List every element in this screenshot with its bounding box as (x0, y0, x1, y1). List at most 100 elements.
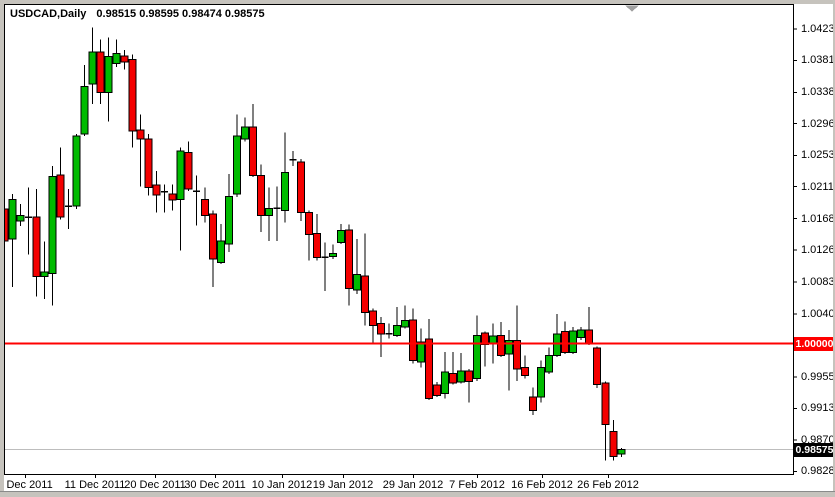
candlestick (112, 39, 121, 68)
time-tick-label: 26 Feb 2012 (577, 479, 639, 491)
candlestick (56, 147, 65, 220)
candlestick (577, 327, 586, 340)
candle-body (152, 184, 161, 196)
time-tick-label: 11 Dec 2011 (64, 479, 126, 491)
candle-body (168, 193, 177, 201)
candle-body (72, 135, 81, 207)
candlestick (569, 327, 578, 354)
candle-body (296, 161, 305, 214)
bid-price-tag: 0.98575 (794, 442, 835, 457)
price-tick-label: 1.01680 (801, 212, 835, 225)
candlestick (465, 368, 474, 403)
chart-title: USDCAD,Daily 0.98515 0.98595 0.98474 0.98… (10, 8, 265, 20)
price-tick-label: 1.03810 (801, 54, 835, 67)
candlestick (240, 117, 249, 142)
candlestick (40, 241, 49, 299)
candlestick (425, 319, 434, 401)
doji-body (65, 205, 73, 207)
time-tick-label: 19 Jan 2012 (312, 479, 374, 491)
doji-body (161, 191, 169, 193)
candlestick (529, 387, 538, 415)
candle-body (545, 354, 554, 373)
candlestick (208, 210, 217, 288)
candle-body (529, 396, 538, 411)
candlestick (360, 233, 369, 326)
candlestick (417, 328, 426, 368)
candle-body (497, 334, 506, 356)
window-border-bottom (0, 491, 835, 497)
candlestick (321, 242, 329, 291)
candlestick (128, 54, 137, 148)
candlestick (224, 174, 233, 253)
candle-body (56, 174, 65, 218)
candle-body (176, 150, 185, 200)
candlestick (553, 313, 562, 357)
candlestick (65, 188, 73, 230)
candlestick (296, 159, 305, 221)
candle-body (352, 273, 361, 291)
candle-body (409, 319, 418, 362)
candle-body (8, 198, 17, 240)
candle-body (304, 212, 313, 235)
time-axis[interactable]: 1 Dec 2011 11 Dec 2011 20 Dec 2011 30 Dec 2… (0, 476, 794, 491)
candlestick (617, 448, 626, 458)
candle-body (240, 126, 249, 140)
time-tick-label: 16 Feb 2012 (511, 479, 573, 491)
doji-body (289, 159, 297, 161)
candlestick (273, 186, 281, 241)
candlestick (16, 203, 25, 227)
candle-body (208, 213, 217, 260)
candlestick (449, 351, 458, 385)
candlestick (593, 346, 602, 389)
candle-body (417, 341, 426, 363)
price-tick-label: 1.00830 (801, 275, 835, 288)
candle-body (360, 275, 369, 313)
candle-body (112, 53, 121, 64)
price-tick-label: 1.04230 (801, 23, 835, 36)
candlestick (601, 381, 610, 461)
candle-body (537, 366, 546, 398)
candle-body (248, 126, 257, 177)
candle-body (473, 334, 482, 380)
candlestick (144, 133, 153, 196)
candle-body (224, 195, 233, 245)
doji-body (321, 256, 329, 259)
candle-body (441, 371, 450, 394)
candle-body (505, 340, 514, 355)
candle-body (489, 335, 498, 344)
candlestick (152, 171, 161, 213)
candlestick (264, 187, 273, 241)
candlestick (72, 133, 81, 210)
candle-body (16, 215, 25, 222)
candle-body (585, 329, 594, 345)
candlestick (248, 104, 257, 178)
price-tick-label: 1.02960 (801, 117, 835, 130)
window-border-right (833, 0, 835, 497)
candle-body (48, 175, 57, 275)
candlestick (25, 187, 33, 255)
price-axis[interactable]: 1.04230 1.03810 1.03380 1.02960 1.02530 1.021… (794, 0, 835, 477)
candle-body (264, 207, 273, 217)
time-tick-label: 20 Dec 2011 (124, 479, 186, 491)
doji-body (385, 333, 393, 335)
candle-body (312, 233, 321, 258)
candlestick (497, 322, 506, 357)
plot-border (4, 4, 794, 475)
candle-body (280, 172, 289, 212)
doji-body (273, 207, 281, 210)
candlestick (561, 321, 570, 354)
candlestick (352, 238, 361, 294)
candle-body (368, 310, 377, 327)
candlestick (336, 223, 345, 244)
candlestick (48, 165, 57, 306)
candle-body (425, 338, 434, 400)
candlestick (32, 188, 41, 297)
chart-shift-marker-icon[interactable] (625, 5, 639, 12)
candlestick (537, 360, 546, 403)
candlestick (200, 187, 209, 223)
candlestick (433, 382, 442, 398)
candlestick (5, 208, 9, 242)
